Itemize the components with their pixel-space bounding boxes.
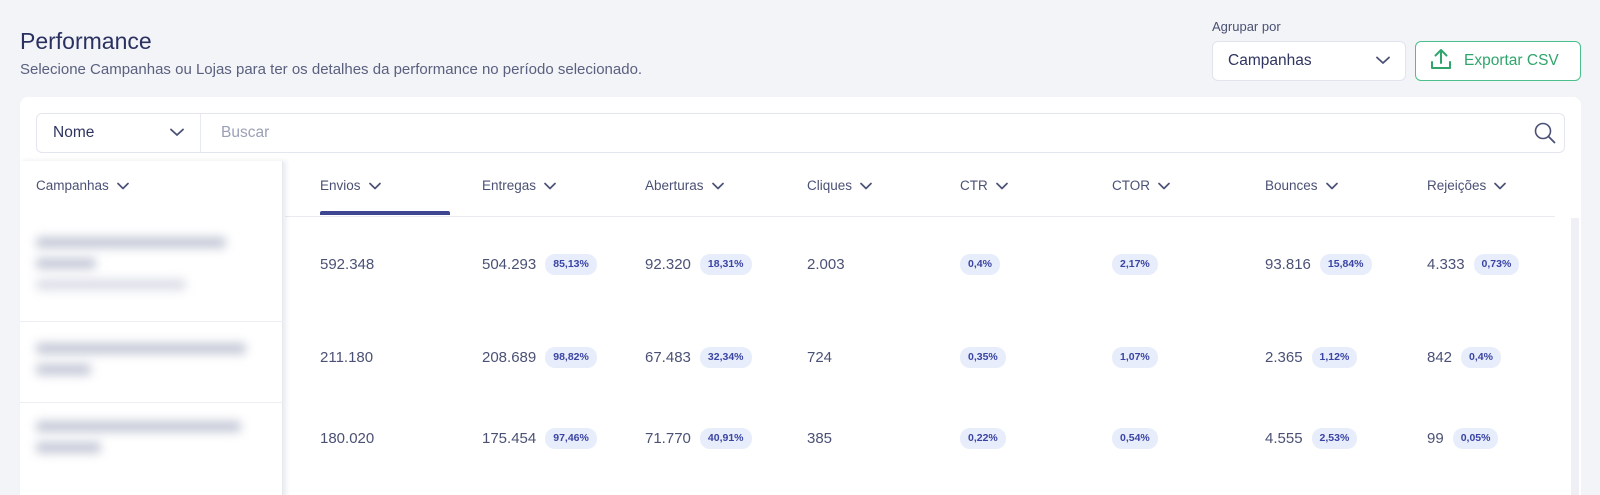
percent-badge: 85,13% xyxy=(545,254,597,275)
campaign-name-blurred[interactable] xyxy=(36,343,246,385)
percent-badge: 0,35% xyxy=(960,347,1006,368)
percent-badge: 0,54% xyxy=(1112,428,1158,449)
cell-entregas: 504.293 85,13% xyxy=(482,254,597,275)
cell-cliques: 724 xyxy=(807,349,833,366)
column-header-label: Bounces xyxy=(1265,178,1318,193)
campaign-name-blurred[interactable] xyxy=(36,237,226,300)
page-title: Performance xyxy=(20,28,152,54)
percent-badge: 2,53% xyxy=(1311,428,1358,449)
cell-aberturas: 71.770 40,91% xyxy=(645,428,752,449)
percent-badge: 0,22% xyxy=(960,428,1006,449)
cell-cliques: 2.003 xyxy=(807,256,845,273)
column-header-entregas[interactable]: Entregas xyxy=(482,178,556,193)
search-icon[interactable] xyxy=(1534,122,1556,144)
cell-ctor: 2,17% xyxy=(1112,254,1158,275)
cell-aberturas: 92.320 18,31% xyxy=(645,254,752,275)
chevron-down-icon xyxy=(116,178,129,193)
cell-rejeicoes: 842 0,4% xyxy=(1427,347,1501,368)
percent-badge: 15,84% xyxy=(1319,254,1372,275)
cell-entregas: 208.689 98,82% xyxy=(482,347,597,368)
cell-ctr: 0,4% xyxy=(960,254,1000,275)
column-header-ctr[interactable]: CTR xyxy=(960,178,1008,193)
column-header-label: CTR xyxy=(960,178,988,193)
column-header-aberturas[interactable]: Aberturas xyxy=(645,178,724,193)
cell-ctr: 0,22% xyxy=(960,428,1006,449)
campaign-name-blurred[interactable] xyxy=(36,421,241,463)
percent-badge: 1,07% xyxy=(1112,347,1158,368)
cell-envios: 180.020 xyxy=(320,430,375,447)
search-field-value: Nome xyxy=(53,124,95,141)
percent-badge: 0,73% xyxy=(1473,254,1520,275)
cell-entregas: 175.454 97,46% xyxy=(482,428,597,449)
percent-badge: 0,05% xyxy=(1452,428,1499,449)
column-header-bounces[interactable]: Bounces xyxy=(1265,178,1338,193)
cell-bounces: 4.555 2,53% xyxy=(1265,428,1358,449)
cell-envios: 211.180 xyxy=(320,349,374,366)
column-header-rejeicoes[interactable]: Rejeições xyxy=(1427,178,1507,193)
percent-badge: 97,46% xyxy=(545,428,597,449)
cell-rejeicoes: 99 0,05% xyxy=(1427,428,1499,449)
percent-badge: 32,34% xyxy=(699,347,752,368)
search-field-select[interactable]: Nome xyxy=(37,114,201,152)
percent-badge: 1,12% xyxy=(1311,347,1358,368)
export-csv-button[interactable]: Exportar CSV xyxy=(1415,41,1581,81)
cell-aberturas: 67.483 32,34% xyxy=(645,347,752,368)
performance-panel: Nome Campanhas xyxy=(20,97,1581,495)
percent-badge: 98,82% xyxy=(545,347,597,368)
page-subtitle: Selecione Campanhas ou Lojas para ter os… xyxy=(20,61,643,78)
chevron-down-icon xyxy=(368,178,381,193)
campaign-name-column: Campanhas xyxy=(20,161,283,495)
cell-envios: 592.348 xyxy=(320,256,375,273)
upload-icon xyxy=(1430,47,1452,76)
percent-badge: 0,4% xyxy=(960,254,1000,275)
cell-bounces: 2.365 1,12% xyxy=(1265,347,1358,368)
column-header-cliques[interactable]: Cliques xyxy=(807,178,872,193)
column-header-ctor[interactable]: CTOR xyxy=(1112,178,1170,193)
chevron-down-icon xyxy=(1376,52,1390,70)
column-header-label: Aberturas xyxy=(645,178,704,193)
chevron-down-icon xyxy=(544,178,556,193)
group-by-label: Agrupar por xyxy=(1212,19,1281,34)
group-by-value: Campanhas xyxy=(1228,52,1312,69)
group-by-select[interactable]: Campanhas xyxy=(1212,41,1406,81)
chevron-down-icon xyxy=(860,178,872,193)
chevron-down-icon xyxy=(711,178,724,193)
cell-ctr: 0,35% xyxy=(960,347,1006,368)
vertical-scrollbar[interactable] xyxy=(1571,218,1579,495)
column-header-label: Campanhas xyxy=(36,178,109,193)
chevron-down-icon xyxy=(1158,178,1170,193)
search-input[interactable] xyxy=(201,114,1534,152)
cell-cliques: 385 xyxy=(807,430,833,447)
cell-ctor: 1,07% xyxy=(1112,347,1158,368)
column-header-label: Entregas xyxy=(482,178,537,193)
chevron-down-icon xyxy=(995,178,1008,193)
cell-rejeicoes: 4.333 0,73% xyxy=(1427,254,1520,275)
percent-badge: 40,91% xyxy=(699,428,752,449)
cell-ctor: 0,54% xyxy=(1112,428,1158,449)
export-csv-label: Exportar CSV xyxy=(1464,52,1559,69)
chevron-down-icon xyxy=(1325,178,1338,193)
percent-badge: 18,31% xyxy=(699,254,752,275)
percent-badge: 0,4% xyxy=(1461,347,1501,368)
column-header-label: Rejeições xyxy=(1427,178,1487,193)
header-divider xyxy=(285,216,1555,217)
chevron-down-icon xyxy=(170,124,184,142)
active-sort-indicator xyxy=(320,211,450,215)
search-bar: Nome xyxy=(36,113,1565,153)
column-header-label: Envios xyxy=(320,178,361,193)
chevron-down-icon xyxy=(1494,178,1507,193)
percent-badge: 2,17% xyxy=(1112,254,1158,275)
cell-bounces: 93.816 15,84% xyxy=(1265,254,1372,275)
column-header-label: CTOR xyxy=(1112,178,1151,193)
column-header-campanhas[interactable]: Campanhas xyxy=(36,178,129,193)
column-header-envios[interactable]: Envios xyxy=(320,178,381,193)
column-header-label: Cliques xyxy=(807,178,853,193)
